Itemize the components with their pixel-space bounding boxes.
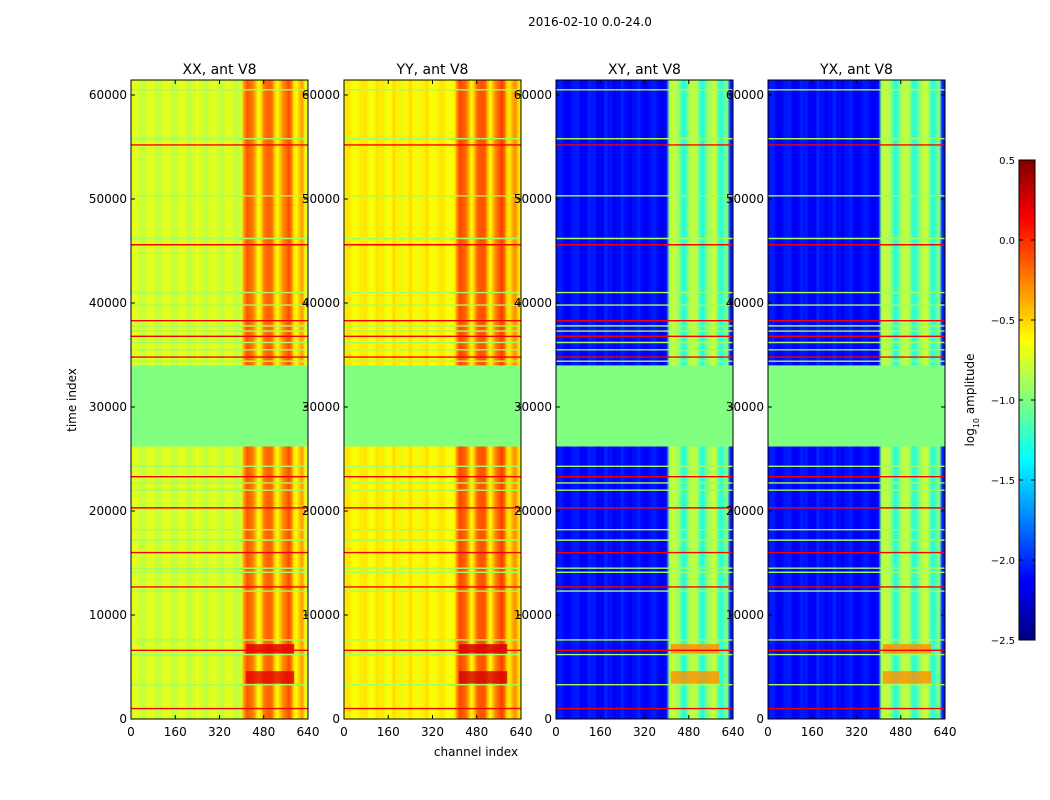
panel-yy: YY, ant V8 0 160 320 480 640 0 10000 20000 30000 4… — [302, 62, 533, 739]
y-tick-label: 30000 — [514, 400, 552, 414]
colorbar-tick-label: 0.5 — [999, 156, 1015, 167]
y-tick-label: 60000 — [302, 88, 340, 102]
x-tick-label: 160 — [801, 725, 824, 739]
panel-xx: XX, ant V8 0 160 320 480 640 0 10000 20000 30000 4… — [89, 62, 320, 739]
colorbar: −2.5 −2.0 −1.5 −1.0 −0.5 0.0 0.5 — [991, 156, 1036, 647]
panel-yx: YX, ant V8 0 160 320 480 640 0 10000 20000 30000 4… — [726, 62, 957, 739]
y-tick-label: 40000 — [89, 296, 127, 310]
y-tick-label: 20000 — [514, 504, 552, 518]
y-tick-label: 0 — [544, 712, 552, 726]
x-tick-label: 480 — [889, 725, 912, 739]
x-tick-label: 480 — [465, 725, 488, 739]
x-tick-label: 160 — [164, 725, 187, 739]
colorbar-tick-label: −2.5 — [991, 636, 1015, 647]
colorbar-label-text: log — [963, 428, 977, 446]
y-tick-label: 60000 — [726, 88, 764, 102]
rfi-burst — [245, 644, 295, 654]
y-tick-label: 0 — [119, 712, 127, 726]
y-tick-label: 10000 — [726, 608, 764, 622]
y-tick-label: 50000 — [726, 192, 764, 206]
x-tick-label: 320 — [421, 725, 444, 739]
y-tick-label: 60000 — [514, 88, 552, 102]
x-tick-label: 160 — [589, 725, 612, 739]
x-tick-label: 640 — [722, 725, 745, 739]
y-tick-label: 0 — [756, 712, 764, 726]
x-tick-label: 0 — [764, 725, 772, 739]
rfi-burst — [670, 671, 720, 684]
x-tick-label: 480 — [252, 725, 275, 739]
y-tick-label: 20000 — [726, 504, 764, 518]
x-tick-label: 0 — [340, 725, 348, 739]
y-tick-label: 30000 — [726, 400, 764, 414]
x-tick-label: 640 — [297, 725, 320, 739]
y-tick-label: 50000 — [302, 192, 340, 206]
rfi-burst — [882, 671, 932, 684]
panel-title: XX, ant V8 — [183, 62, 257, 78]
panels: XX, ant V8 0 160 320 480 640 0 10000 20000 30000 4… — [89, 62, 957, 739]
colorbar-label: log10 amplitude — [963, 354, 981, 447]
y-tick-label: 60000 — [89, 88, 127, 102]
x-tick-label: 0 — [552, 725, 560, 739]
colorbar-label-subscript: 10 — [972, 418, 981, 428]
rfi-burst — [458, 644, 508, 654]
rfi-burst — [670, 644, 720, 654]
x-tick-label: 320 — [208, 725, 231, 739]
x-axis-label: channel index — [434, 745, 518, 759]
x-tick-label: 480 — [677, 725, 700, 739]
y-tick-label: 0 — [332, 712, 340, 726]
rfi-burst — [458, 671, 508, 684]
colorbar-tick-label: −2.0 — [991, 556, 1015, 567]
x-tick-label: 640 — [510, 725, 533, 739]
panel-title: YY, ant V8 — [396, 62, 469, 78]
colorbar-tick-label: 0.0 — [999, 236, 1015, 247]
y-tick-label: 40000 — [514, 296, 552, 310]
rfi-burst — [245, 671, 295, 684]
panel-xy: XY, ant V8 0 160 320 480 640 0 10000 20000 30000 4… — [514, 62, 745, 739]
no-data-band — [768, 365, 945, 447]
y-tick-label: 50000 — [514, 192, 552, 206]
y-tick-label: 10000 — [302, 608, 340, 622]
y-tick-label: 10000 — [89, 608, 127, 622]
no-data-band — [556, 365, 733, 447]
y-tick-label: 50000 — [89, 192, 127, 206]
x-tick-label: 0 — [127, 725, 135, 739]
y-tick-label: 10000 — [514, 608, 552, 622]
y-tick-label: 20000 — [302, 504, 340, 518]
y-tick-label: 40000 — [726, 296, 764, 310]
panel-title: YX, ant V8 — [819, 62, 893, 78]
panel-title: XY, ant V8 — [608, 62, 681, 78]
colorbar-tick-label: −0.5 — [991, 316, 1015, 327]
figure-title: 2016-02-10 0.0-24.0 — [528, 15, 652, 29]
y-tick-label: 30000 — [302, 400, 340, 414]
colorbar-tick-label: −1.5 — [991, 476, 1015, 487]
y-axis-label: time index — [65, 368, 79, 432]
colorbar-tick-label: −1.0 — [991, 396, 1015, 407]
rfi-burst — [882, 644, 932, 654]
x-tick-label: 640 — [934, 725, 957, 739]
y-tick-label: 40000 — [302, 296, 340, 310]
no-data-band — [131, 365, 308, 447]
x-tick-label: 320 — [633, 725, 656, 739]
y-tick-label: 30000 — [89, 400, 127, 414]
x-tick-label: 160 — [377, 725, 400, 739]
y-tick-label: 20000 — [89, 504, 127, 518]
x-tick-label: 320 — [845, 725, 868, 739]
no-data-band — [344, 365, 521, 447]
colorbar-label-text: amplitude — [963, 354, 977, 418]
